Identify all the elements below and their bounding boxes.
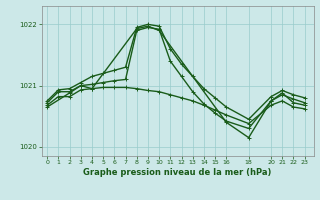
X-axis label: Graphe pression niveau de la mer (hPa): Graphe pression niveau de la mer (hPa) [84,168,272,177]
